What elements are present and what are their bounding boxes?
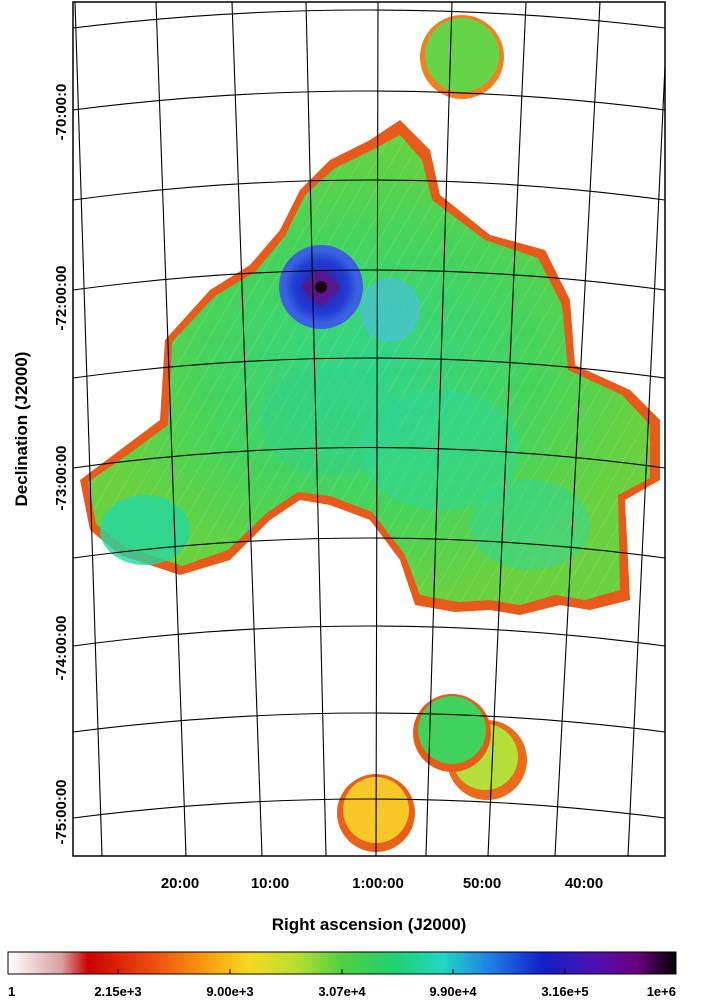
colorbar-label: 1 (8, 984, 15, 999)
deep-field-4 (470, 480, 590, 570)
dec-gridline (73, 9, 665, 29)
ra-gridline (305, 2, 327, 856)
colorbar-label: 3.16e+5 (541, 984, 588, 999)
ra-tick-label: 20:00 (161, 875, 199, 892)
ra-gridline (487, 2, 527, 856)
dec-gridline (73, 179, 665, 201)
colorbar: 1 2.15e+3 9.00e+3 3.07e+4 9.90e+4 3.16e+… (7, 951, 677, 999)
colorbar-label: 3.07e+4 (318, 984, 366, 999)
ra-tick-label: 10:00 (251, 875, 289, 892)
dec-gridline (73, 537, 665, 559)
deep-field-1 (100, 495, 190, 565)
ra-gridline (425, 2, 453, 856)
dec-gridline (73, 357, 665, 379)
field-south-2 (418, 696, 486, 764)
ra-gridline (375, 2, 379, 856)
field-north (425, 18, 499, 92)
x-axis-title: Right ascension (J2000) (272, 915, 467, 934)
deep-field-3 (360, 390, 520, 510)
dec-tick-label: -75:00:00 (53, 779, 70, 844)
colorbar-label: 1e+6 (647, 984, 676, 999)
ra-gridline (231, 2, 263, 856)
plot-frame (72, 1, 666, 857)
ra-tick-label: 1:00:00 (352, 875, 404, 892)
mosaic-texture (88, 135, 650, 605)
deep-field-5 (260, 365, 400, 475)
deep-pointing-center (315, 281, 327, 293)
dec-tick-label: -70:00:0 (53, 84, 70, 141)
colorbar-label: 9.90e+4 (429, 984, 477, 999)
dec-gridline (73, 269, 665, 291)
y-axis-title: Declination (J2000) (12, 352, 31, 507)
dec-tick-labels: -70:00:0 -72:00:00 -73:00:00 -74:00:00 -… (53, 84, 70, 845)
ra-tick-label: 40:00 (565, 875, 603, 892)
dec-tick-label: -74:00:00 (53, 615, 70, 680)
ra-gridline (155, 2, 187, 856)
ra-gridline (627, 54, 665, 856)
ra-tick-labels: 20:00 10:00 1:00:00 50:00 40:00 (161, 875, 603, 892)
dec-gridline (73, 625, 665, 647)
ra-gridline (74, 2, 103, 856)
colorbar-label: 9.00e+3 (206, 984, 253, 999)
dec-tick-label: -72:00:00 (53, 265, 70, 330)
dec-tick-label: -73:00:00 (53, 445, 70, 510)
dec-gridline (73, 798, 665, 819)
dec-gridline (73, 446, 665, 469)
ra-gridline (554, 2, 601, 856)
coordinate-grid (73, 2, 665, 856)
colorbar-label: 2.15e+3 (94, 984, 141, 999)
deep-field-2 (360, 278, 420, 342)
exposure-map-image (80, 15, 660, 852)
dec-gridline (73, 712, 665, 733)
dec-gridline (73, 90, 665, 111)
ra-tick-label: 50:00 (463, 875, 501, 892)
